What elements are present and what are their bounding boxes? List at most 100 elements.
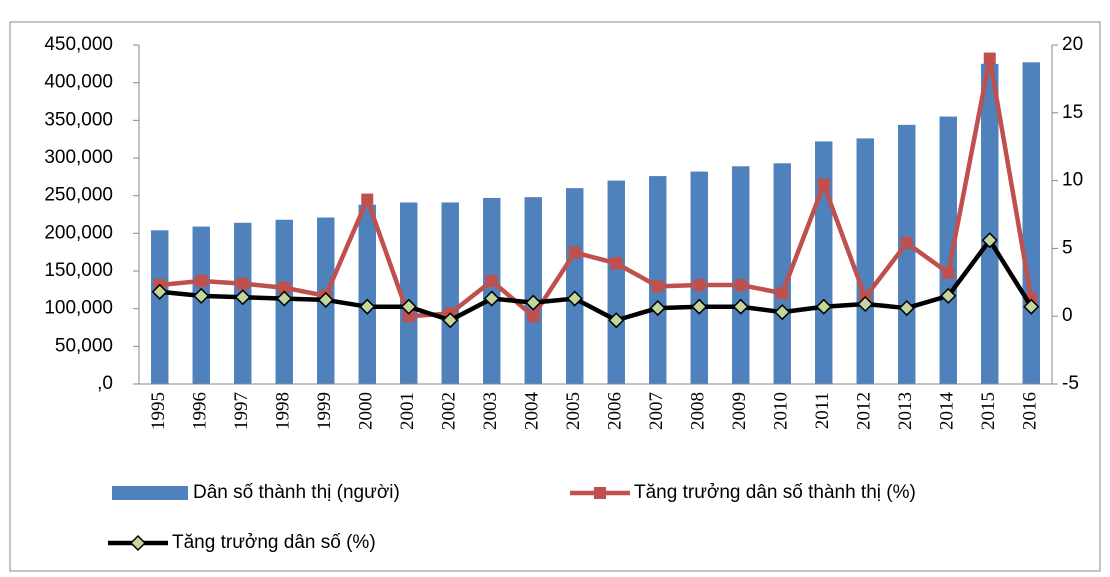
- y-tick-label: 200,000: [44, 222, 113, 243]
- marker: [527, 310, 540, 323]
- legend-label: Tăng trưởng dân số (%): [172, 532, 376, 553]
- marker: [608, 312, 625, 329]
- legend-label: Tăng trưởng dân số thành thị (%): [634, 482, 916, 503]
- marker: [774, 304, 791, 321]
- y-tick-label: ,0: [97, 373, 113, 394]
- marker: [485, 274, 498, 287]
- x-tick-label: 2015: [978, 392, 999, 430]
- y-tick-label: 150,000: [44, 260, 113, 281]
- y2-tick-label: 10: [1062, 170, 1083, 191]
- bar: [524, 197, 542, 384]
- marker: [857, 295, 874, 313]
- marker: [942, 266, 955, 279]
- bar: [566, 188, 584, 384]
- x-tick-label: 2014: [937, 392, 958, 431]
- marker: [900, 236, 913, 249]
- marker: [234, 289, 251, 306]
- x-tick-label: 2000: [356, 392, 377, 430]
- legend-marker: [129, 534, 147, 552]
- x-tick-label: 2007: [646, 392, 667, 430]
- marker: [693, 279, 706, 292]
- x-tick-label: 2006: [605, 392, 626, 430]
- bar: [773, 163, 791, 384]
- y2-tick-label: 5: [1062, 237, 1073, 258]
- bar: [1022, 62, 1040, 385]
- legend-swatch: [112, 486, 188, 500]
- bar: [607, 180, 625, 384]
- x-tick-label: 2010: [771, 392, 792, 430]
- marker: [525, 294, 542, 311]
- x-tick-label: 2011: [812, 392, 833, 429]
- y2-tick-label: 0: [1062, 305, 1073, 326]
- marker: [734, 279, 747, 292]
- marker: [898, 300, 915, 317]
- marker: [691, 298, 708, 315]
- bar: [732, 166, 750, 384]
- x-tick-label: 2013: [895, 392, 916, 430]
- line: [159, 238, 1034, 323]
- marker: [981, 232, 998, 249]
- x-tick-label: 1999: [314, 392, 335, 430]
- x-tick-label: 2012: [854, 392, 875, 430]
- legend-label: Dân số thành thị (người): [193, 482, 400, 503]
- marker: [195, 274, 208, 287]
- x-tick-label: 2008: [688, 392, 709, 430]
- bar: [898, 124, 916, 384]
- marker: [359, 298, 376, 315]
- x-tick-label: 2003: [480, 392, 501, 430]
- y2-tick-label: 15: [1062, 102, 1083, 123]
- x-tick-label: 2005: [563, 392, 584, 430]
- marker: [442, 312, 459, 329]
- y-tick-label: 400,000: [44, 72, 113, 93]
- marker: [236, 277, 249, 290]
- x-tick-label: 1996: [190, 392, 211, 430]
- y-tick-label: 250,000: [44, 185, 113, 206]
- marker: [940, 287, 957, 304]
- bar: [815, 141, 833, 384]
- x-tick-label: 1997: [231, 392, 252, 430]
- bar: [690, 171, 708, 384]
- x-tick-label: 2016: [1020, 392, 1041, 430]
- bar: [649, 176, 667, 384]
- x-tick-label: 2002: [439, 392, 460, 430]
- bar: [939, 116, 957, 385]
- x-tick-label: 1998: [273, 392, 294, 430]
- marker: [400, 298, 417, 315]
- y2-tick-label: 20: [1062, 34, 1083, 55]
- bar: [192, 226, 210, 384]
- marker: [402, 310, 415, 323]
- marker: [566, 290, 583, 307]
- marker: [732, 298, 749, 315]
- y-tick-label: 50,000: [55, 335, 113, 356]
- y2-tick-label: -5: [1062, 373, 1079, 394]
- marker: [983, 52, 996, 65]
- marker: [817, 178, 830, 191]
- bar: [151, 230, 169, 384]
- x-tick-label: 1995: [148, 392, 169, 430]
- marker: [568, 246, 581, 259]
- marker: [815, 298, 832, 315]
- marker: [651, 280, 664, 293]
- bar: [981, 63, 999, 384]
- line: [159, 56, 1034, 319]
- bar: [441, 202, 459, 384]
- marker: [1023, 298, 1040, 315]
- marker: [610, 257, 623, 270]
- chart-border: [9, 21, 1101, 572]
- marker: [193, 287, 210, 304]
- y-tick-label: 300,000: [44, 147, 113, 168]
- marker: [649, 300, 666, 317]
- marker: [776, 287, 789, 300]
- legend-marker: [594, 487, 606, 499]
- y-tick-label: 450,000: [44, 34, 113, 55]
- marker: [276, 290, 293, 307]
- marker: [483, 290, 500, 307]
- bar: [856, 138, 874, 384]
- x-tick-label: 2001: [397, 392, 418, 430]
- y-tick-label: 100,000: [44, 298, 113, 319]
- bar: [358, 204, 376, 384]
- x-tick-label: 2009: [729, 392, 750, 430]
- marker: [317, 291, 334, 308]
- marker: [361, 193, 374, 206]
